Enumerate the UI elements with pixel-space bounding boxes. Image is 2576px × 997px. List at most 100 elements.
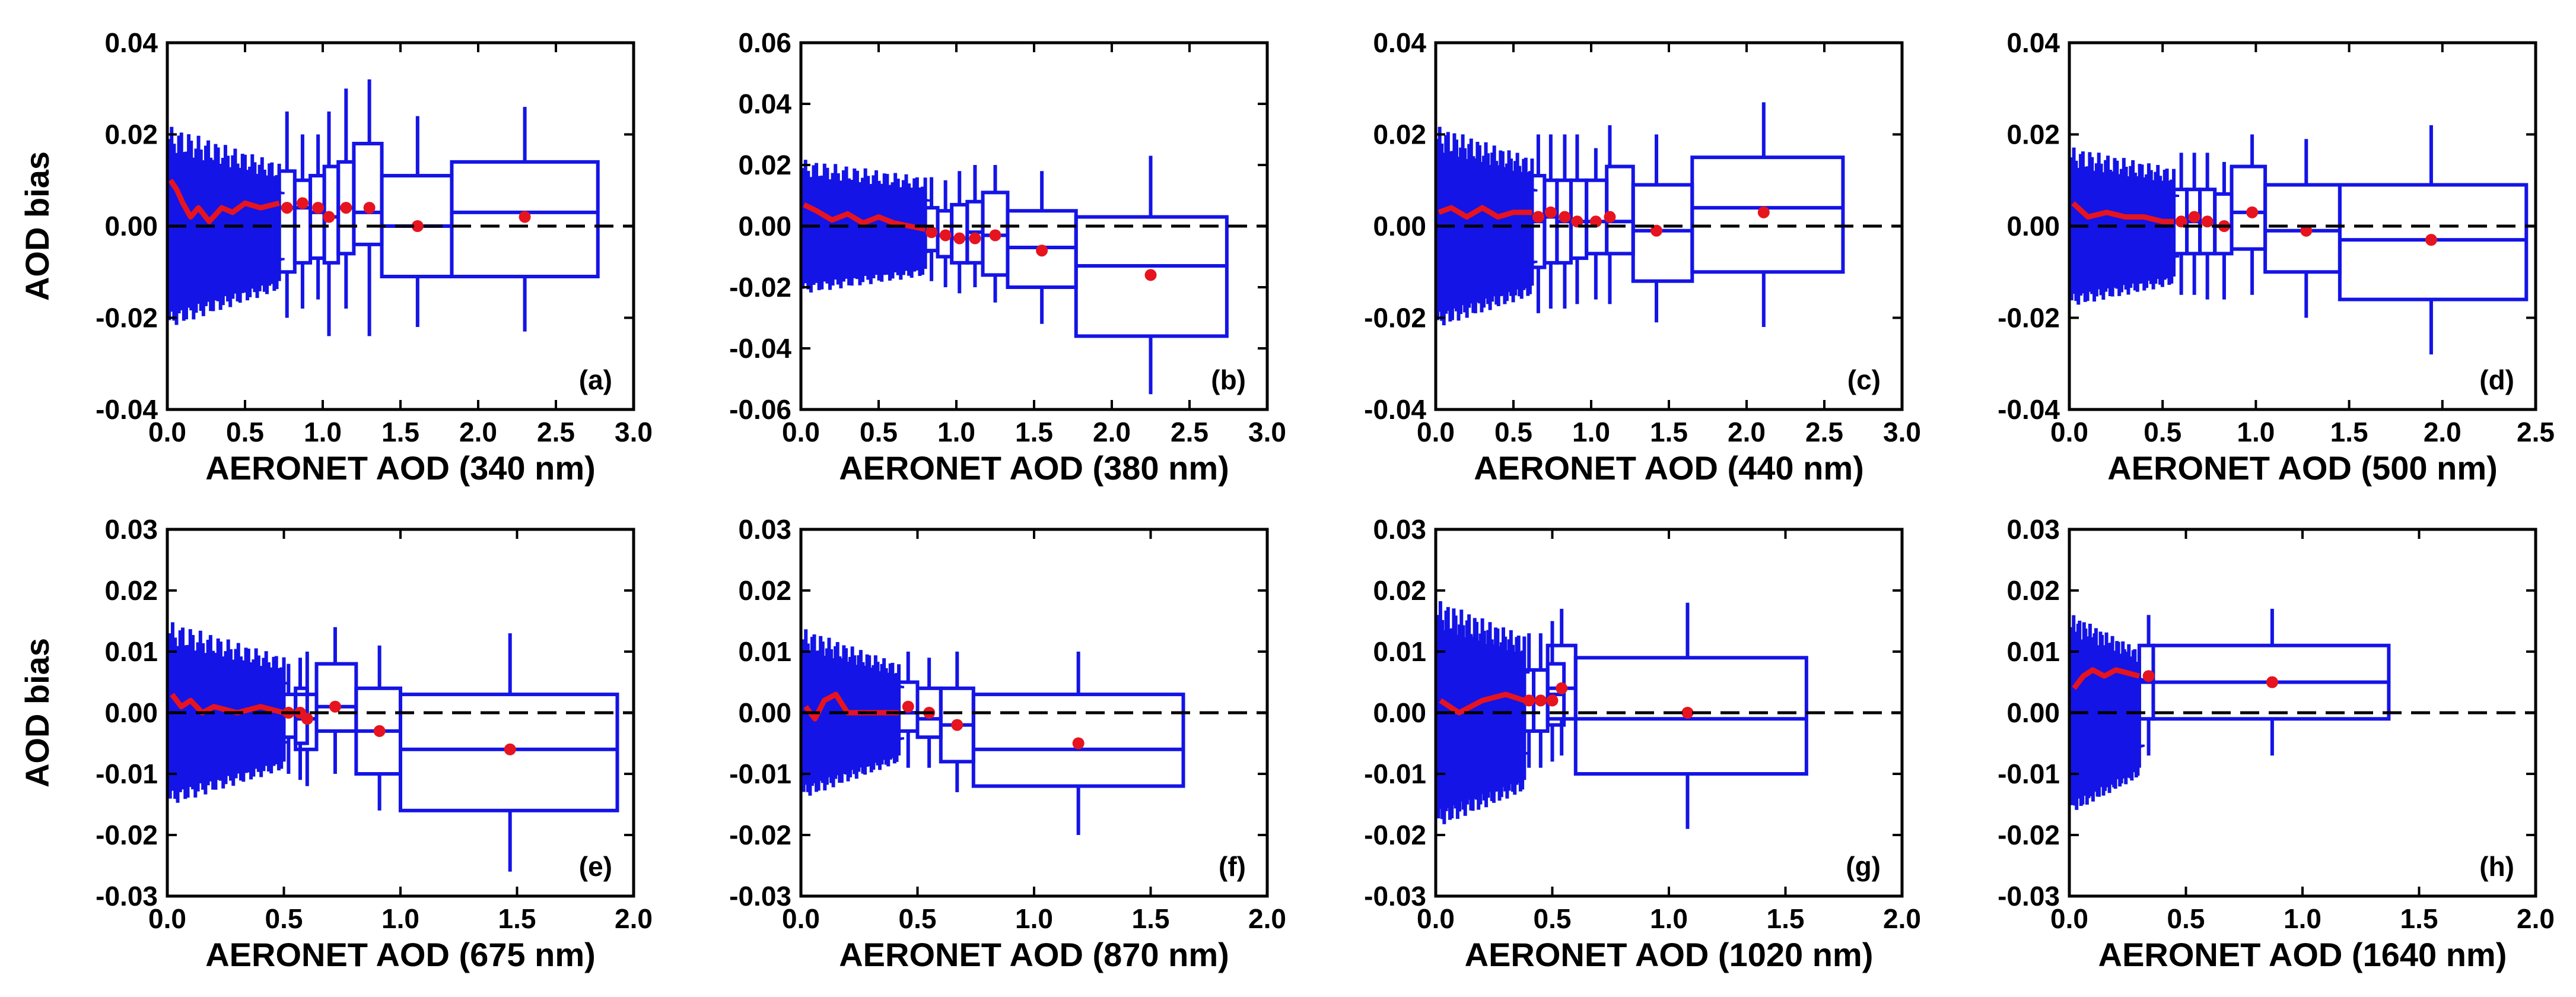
mean-point (1532, 211, 1544, 223)
box-iqr (314, 662, 358, 733)
x-tick-label: 3.0 (615, 417, 653, 447)
panel-g: 0.0 0.5 1.0 1.5 2.0 -0.03 -0.02 -0.01 0.00 0.01 0.… (1364, 514, 1921, 973)
x-axis-title: AERONET AOD (1020 nm) (1465, 936, 1874, 973)
mean-point (281, 202, 293, 214)
x-tick-label: 0.0 (1417, 417, 1455, 447)
y-tick-label: 0.01 (738, 636, 791, 667)
box-7 (1690, 102, 1845, 327)
x-tick-label: 1.0 (2284, 903, 2321, 934)
box-0 (1530, 134, 1547, 313)
box-iqr (352, 141, 384, 246)
mean-point (2425, 234, 2437, 246)
y-tick-label: -0.03 (729, 881, 791, 912)
x-tick-label: 0.0 (1417, 903, 1455, 934)
x-tick-label: 1.0 (381, 903, 419, 934)
mean-point (902, 700, 914, 713)
y-tick-label: 0.02 (738, 150, 791, 180)
panel-a: 0.0 0.5 1.0 1.5 2.0 2.5 3.0 -0.04 -0.02 0.00 0.02 0… (18, 27, 653, 487)
y-tick-label: 0.00 (1373, 211, 1426, 242)
y-tick-label: -0.04 (729, 333, 791, 364)
box-3 (971, 652, 1185, 835)
panel-e: 0.0 0.5 1.0 1.5 2.0 -0.03 -0.02 -0.01 0.00 0.01 0.… (18, 514, 653, 973)
x-tick-label: 0.5 (1534, 903, 1572, 934)
x-tick-label: 1.0 (1650, 903, 1688, 934)
y-tick-label: 0.00 (1373, 697, 1426, 728)
x-tick-label: 1.0 (2237, 417, 2275, 447)
running-mean-line (2071, 201, 2174, 224)
box-3 (322, 111, 341, 336)
mean-point (329, 700, 341, 713)
mean-point (926, 226, 938, 239)
y-tick-label: 0.04 (2006, 27, 2060, 58)
panel-tag: (e) (579, 851, 612, 882)
x-tick-label: 0.5 (226, 417, 264, 447)
mean-point (953, 232, 966, 245)
plot-area (801, 155, 1229, 395)
x-tick-label: 2.0 (615, 903, 653, 934)
x-tick-label: 1.0 (1015, 903, 1053, 934)
x-tick-label: 2.0 (1883, 903, 1921, 934)
x-tick-label: 1.5 (2400, 903, 2438, 934)
y-tick-label: 0.00 (2006, 211, 2060, 242)
box-iqr (1074, 215, 1229, 338)
y-tick-label: 0.04 (738, 88, 791, 119)
y-tick-label: 0.01 (1373, 636, 1426, 667)
box-5 (399, 633, 619, 872)
y-tick-label: -0.03 (1364, 881, 1426, 912)
mean-point (1757, 206, 1770, 218)
mean-point (1144, 269, 1157, 281)
mean-point (1556, 682, 1568, 694)
x-tick-label: 0.0 (2050, 417, 2088, 447)
x-tick-label: 2.5 (537, 417, 575, 447)
box-1 (1543, 134, 1559, 309)
y-tick-label: -0.06 (729, 394, 791, 425)
x-axis-title: AERONET AOD (380 nm) (839, 449, 1229, 487)
box-iqr (450, 160, 600, 278)
x-tick-label: 0.0 (2050, 903, 2088, 934)
y-axis-title: AOD bias (18, 638, 56, 788)
panel-tag: (h) (2479, 851, 2514, 882)
y-tick-label: 0.00 (738, 697, 791, 728)
box-4 (1573, 602, 1808, 829)
x-tick-label: 0.0 (782, 417, 820, 447)
box-6 (1631, 134, 1694, 323)
y-tick-label: -0.02 (1364, 820, 1426, 850)
y-tick-label: 0.03 (2006, 514, 2060, 545)
running-mean-line (2072, 667, 2141, 690)
box-iqr (2338, 183, 2529, 301)
box-0 (2137, 615, 2155, 756)
box-1 (292, 134, 313, 309)
panel-h: 0.0 0.5 1.0 1.5 2.0 -0.03 -0.02 -0.01 0.00 0.01 0.… (1998, 514, 2555, 973)
x-tick-label: 1.5 (1650, 417, 1688, 447)
box-4 (336, 88, 356, 309)
panel-tag: (a) (579, 364, 612, 395)
x-axis-title: AERONET AOD (340 nm) (205, 449, 596, 487)
y-tick-label: 0.00 (104, 697, 158, 728)
mean-point (951, 719, 963, 731)
mean-point (2246, 206, 2259, 218)
mean-point (1534, 694, 1547, 707)
mean-point (504, 743, 516, 755)
mean-point (1589, 215, 1602, 228)
running-mean-line (168, 179, 280, 224)
plot-area (1436, 102, 1845, 327)
y-tick-label: 0.00 (2006, 697, 2060, 728)
x-tick-label: 2.5 (1171, 417, 1209, 447)
x-tick-label: 0.5 (899, 903, 937, 934)
x-tick-label: 1.5 (2330, 417, 2368, 447)
panel-tag: (f) (1219, 851, 1246, 882)
y-tick-label: 0.02 (1373, 575, 1426, 606)
y-tick-label: 0.02 (104, 119, 158, 150)
x-tick-label: 2.0 (459, 417, 497, 447)
y-tick-label: 0.04 (104, 27, 158, 58)
panel-d: 0.0 0.5 1.0 1.5 2.0 2.5 -0.04 -0.02 0.00 0.02 0.04… (1998, 27, 2555, 487)
box-iqr (971, 693, 1185, 788)
x-tick-label: 3.0 (1248, 417, 1286, 447)
box-iqr (292, 178, 313, 265)
panel-tag: (b) (1211, 364, 1246, 395)
mean-point (323, 211, 335, 223)
mean-point (989, 229, 1001, 242)
x-tick-label: 0.0 (148, 417, 186, 447)
mean-point (2142, 670, 2155, 682)
x-axis-title: AERONET AOD (675 nm) (205, 936, 596, 973)
